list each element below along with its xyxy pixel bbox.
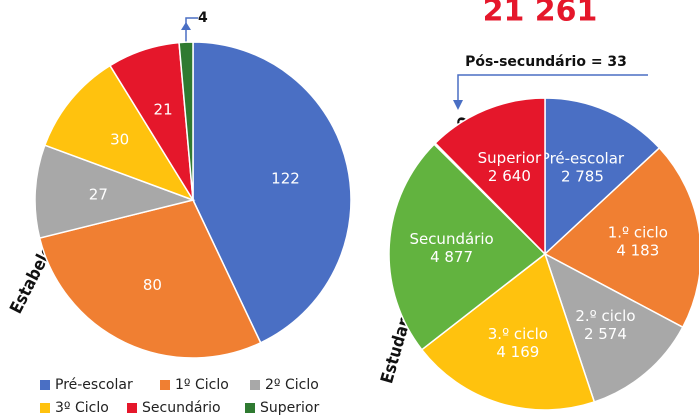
pie-slice xyxy=(43,64,195,202)
legend-label: 2º Ciclo xyxy=(265,377,319,393)
data-label: 2 640 xyxy=(488,167,531,185)
slice-name: Superior xyxy=(478,149,542,167)
legend-swatch xyxy=(160,380,170,390)
data-label: 30 xyxy=(110,130,129,148)
data-label: 80 xyxy=(143,276,162,294)
data-label: Pós-secundário = 33 xyxy=(465,54,627,70)
slice-name: 2.º ciclo xyxy=(575,307,635,325)
callout-arrow xyxy=(181,22,191,30)
data-label: 2 785 xyxy=(561,168,604,186)
legend-swatch xyxy=(127,403,137,413)
legend-swatch xyxy=(40,380,50,390)
legend-swatch xyxy=(40,403,50,413)
pie-slice xyxy=(388,143,547,351)
legend-label: Pré-escolar xyxy=(55,377,133,393)
data-label: 27 xyxy=(89,185,108,203)
legend-label: 1º Ciclo xyxy=(175,377,229,393)
legend-label: 3º Ciclo xyxy=(55,400,109,416)
legend-label: Secundário xyxy=(142,400,221,416)
data-label: 2 574 xyxy=(584,325,627,343)
legend-swatch xyxy=(245,403,255,413)
callout-line xyxy=(457,74,648,104)
slice-name: 1.º ciclo xyxy=(608,223,668,241)
pie-slice xyxy=(544,97,661,256)
slice-name: Secundário xyxy=(409,230,493,248)
callout-line xyxy=(185,17,198,42)
pie-slice xyxy=(34,144,196,239)
slice-name: 3.º ciclo xyxy=(488,325,548,343)
legend-swatch xyxy=(250,380,260,390)
data-label: 4 xyxy=(198,10,208,26)
total-heading: 21 261 xyxy=(483,0,598,29)
pie-slice xyxy=(434,97,546,256)
pie-slice xyxy=(543,146,699,329)
data-label: 21 xyxy=(154,101,173,119)
pie-slice xyxy=(192,41,352,344)
data-label: 4 169 xyxy=(496,343,539,361)
legend-label: Superior xyxy=(260,400,319,416)
pie-slice xyxy=(543,252,684,403)
data-label: 122 xyxy=(271,170,300,188)
data-label: 4 183 xyxy=(616,241,659,259)
callout-arrow xyxy=(453,100,463,110)
pie-slice xyxy=(38,199,262,359)
pie-slice xyxy=(420,252,596,411)
pie-slice xyxy=(178,41,194,201)
slice-name: Pré-escolar xyxy=(541,150,625,168)
data-label: 4 877 xyxy=(430,248,473,266)
